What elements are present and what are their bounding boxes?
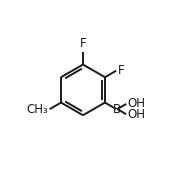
Text: F: F	[80, 37, 86, 50]
Text: OH: OH	[128, 97, 146, 110]
Text: CH₃: CH₃	[26, 103, 48, 116]
Text: OH: OH	[128, 108, 146, 121]
Text: B: B	[113, 103, 121, 116]
Text: F: F	[118, 64, 125, 77]
